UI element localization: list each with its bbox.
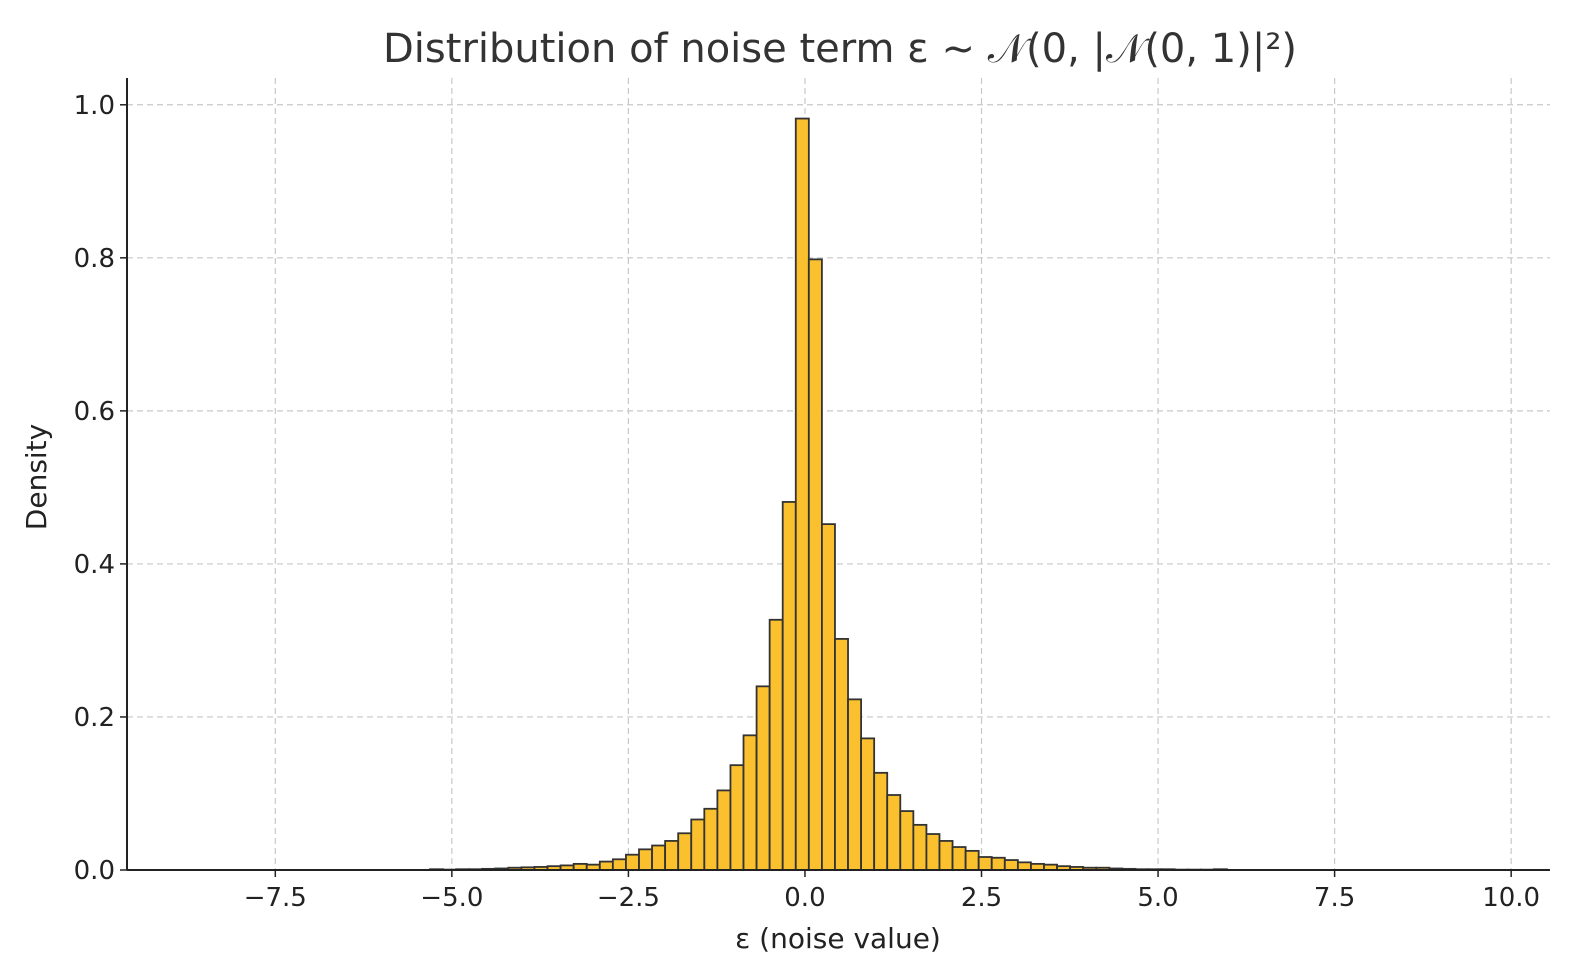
histogram-bar-29	[807, 258, 823, 871]
histogram-bar-26	[768, 618, 784, 871]
x-axis-label: ε (noise value)	[735, 922, 941, 955]
x-tick-label-0: −7.5	[244, 883, 307, 913]
x-tick-label-1: −5.0	[420, 883, 483, 913]
histogram-bar-45	[1016, 861, 1032, 871]
histogram-bar-28	[794, 117, 810, 871]
histogram-bar-22	[716, 789, 732, 871]
y-tick-label-1: 0.2	[74, 703, 115, 733]
y-axis-label: Density	[20, 424, 53, 530]
histogram-bar-23	[729, 764, 745, 871]
x-tick-label-6: 7.5	[1314, 883, 1355, 913]
y-tick-label-0: 0.0	[74, 856, 115, 886]
histogram-bar-13	[598, 860, 614, 871]
y-tick-label-5: 1.0	[74, 91, 115, 121]
histogram-bar-15	[625, 853, 640, 871]
x-tick-label-4: 2.5	[961, 883, 1002, 913]
histogram-bar-31	[834, 638, 849, 871]
histogram-bar-38	[925, 833, 941, 871]
chart-title: Distribution of noise term ε ~ 𝒩(0, |𝒩(0…	[383, 26, 1297, 72]
histogram-bar-14	[611, 858, 627, 871]
histogram-bar-36	[899, 810, 915, 871]
histogram-bar-19	[677, 832, 693, 871]
x-tick-label-2: −2.5	[597, 883, 660, 913]
histogram-bar-27	[781, 501, 797, 871]
histogram-bar-24	[742, 734, 758, 871]
x-axis-ticks: −7.5 −5.0 −2.5 0.0 2.5 5.0 7.5 10.0	[244, 870, 1540, 913]
y-tick-label-3: 0.6	[74, 397, 115, 427]
histogram-bar-44	[1003, 859, 1019, 871]
histogram-bars	[429, 117, 1228, 871]
histogram-bar-35	[886, 794, 902, 871]
histogram-bar-17	[651, 844, 667, 871]
y-axis-ticks: 0.0 0.2 0.4 0.6 0.8 1.0	[74, 91, 127, 886]
x-tick-label-7: 10.0	[1482, 883, 1540, 913]
histogram-bar-30	[821, 523, 836, 871]
x-tick-label-3: 0.0	[784, 883, 825, 913]
histogram-bar-25	[755, 685, 771, 871]
axes	[126, 78, 1550, 871]
histogram-bar-42	[977, 856, 993, 871]
histogram-bar-43	[990, 856, 1006, 871]
grid-lines	[127, 78, 1550, 870]
y-tick-label-4: 0.8	[74, 244, 115, 274]
histogram-bar-39	[938, 840, 954, 871]
histogram-bar-33	[860, 737, 876, 871]
histogram-bar-37	[912, 823, 928, 871]
histogram-bar-18	[664, 840, 680, 871]
x-tick-label-5: 5.0	[1137, 883, 1178, 913]
histogram-bar-21	[703, 807, 719, 871]
histogram-bar-16	[638, 848, 653, 871]
histogram-bar-32	[847, 698, 862, 871]
histogram-bar-40	[951, 846, 967, 871]
histogram-bar-41	[964, 849, 980, 871]
histogram-bar-20	[690, 818, 706, 871]
y-tick-label-2: 0.4	[74, 550, 115, 580]
histogram-bar-34	[873, 771, 889, 871]
